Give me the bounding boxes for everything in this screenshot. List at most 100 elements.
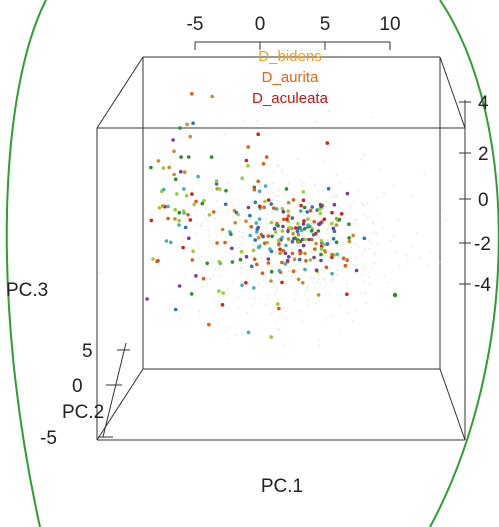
- haze-point: [258, 260, 261, 263]
- data-point: [252, 187, 257, 192]
- haze-point: [371, 231, 374, 234]
- haze-point: [419, 257, 422, 260]
- data-point: [277, 242, 281, 246]
- haze-point: [297, 158, 300, 161]
- data-point: [339, 212, 344, 216]
- haze-point: [363, 291, 366, 294]
- data-point: [286, 214, 291, 218]
- data-point: [322, 249, 327, 253]
- haze-point: [265, 217, 268, 220]
- y-tick-label: -5: [40, 428, 57, 449]
- haze-point: [243, 261, 246, 264]
- data-point: [286, 237, 291, 241]
- haze-point: [212, 261, 215, 264]
- haze-point: [266, 265, 269, 267]
- data-point: [286, 209, 291, 213]
- data-point: [196, 174, 200, 179]
- haze-point: [249, 166, 252, 169]
- data-point: [347, 239, 352, 244]
- haze-point: [254, 297, 256, 300]
- haze-point: [262, 279, 265, 282]
- haze-point: [245, 215, 248, 218]
- haze-point: [266, 253, 269, 256]
- data-point: [257, 217, 262, 221]
- data-point: [262, 205, 266, 210]
- haze-point: [281, 242, 284, 245]
- haze-point: [221, 205, 223, 208]
- data-point: [246, 163, 250, 168]
- haze-point: [275, 267, 278, 270]
- haze-point: [271, 265, 274, 267]
- haze-point: [205, 217, 208, 220]
- haze-point: [345, 250, 348, 253]
- haze-point: [269, 254, 272, 257]
- haze-point: [196, 179, 199, 182]
- data-point: [284, 187, 289, 191]
- data-point: [281, 249, 286, 253]
- data-point: [211, 210, 216, 214]
- box-top-left: [96, 56, 144, 129]
- data-point: [288, 225, 292, 230]
- haze-point: [301, 321, 304, 324]
- haze-point: [302, 181, 305, 184]
- z-tick-label: -2: [474, 234, 491, 255]
- data-point: [210, 94, 214, 99]
- haze-point: [256, 120, 259, 123]
- haze-point: [207, 229, 210, 232]
- haze-point: [298, 201, 301, 204]
- haze-point: [314, 120, 317, 123]
- haze-point: [310, 222, 313, 225]
- box-top-right: [439, 56, 466, 129]
- haze-point: [265, 226, 268, 229]
- data-point: [253, 200, 258, 205]
- haze-point: [232, 215, 235, 218]
- haze-point: [262, 264, 265, 267]
- data-point: [298, 251, 302, 256]
- haze-point: [303, 249, 306, 252]
- haze-point: [406, 259, 409, 262]
- haze-point: [293, 298, 296, 301]
- data-point: [299, 203, 303, 208]
- data-point: [332, 202, 337, 207]
- haze-point: [321, 189, 324, 192]
- data-point: [209, 155, 214, 159]
- haze-point: [270, 313, 273, 316]
- haze-point: [279, 206, 282, 209]
- data-point: [280, 207, 285, 211]
- haze-point: [350, 246, 352, 249]
- data-point: [345, 292, 349, 297]
- haze-point: [322, 269, 325, 272]
- data-point: [283, 262, 288, 266]
- haze-point: [287, 246, 290, 249]
- haze-point: [387, 281, 390, 284]
- data-point: [261, 234, 265, 239]
- data-point: [149, 165, 153, 170]
- haze-point: [273, 195, 276, 197]
- haze-point: [227, 288, 230, 291]
- haze-point: [277, 190, 280, 193]
- data-point: [221, 291, 225, 295]
- haze-point: [300, 184, 303, 187]
- y-axis-label: PC.2: [62, 402, 104, 423]
- data-point: [312, 220, 317, 224]
- data-point: [200, 201, 205, 206]
- haze-point: [260, 249, 263, 251]
- haze-point: [247, 269, 250, 272]
- haze-point: [319, 283, 321, 286]
- data-point: [190, 192, 194, 196]
- haze-point: [371, 221, 374, 224]
- haze-point: [415, 232, 418, 235]
- haze-point: [167, 199, 170, 202]
- data-point: [269, 202, 274, 206]
- haze-point: [309, 251, 312, 254]
- haze-point: [314, 185, 317, 188]
- haze-point: [317, 260, 319, 263]
- legend-entry-aurita: D_aurita: [262, 69, 319, 86]
- haze-point: [283, 276, 286, 279]
- haze-point: [249, 229, 252, 232]
- haze-point: [273, 282, 276, 285]
- haze-point: [371, 266, 374, 269]
- haze-point: [438, 260, 441, 263]
- haze-point: [329, 239, 332, 242]
